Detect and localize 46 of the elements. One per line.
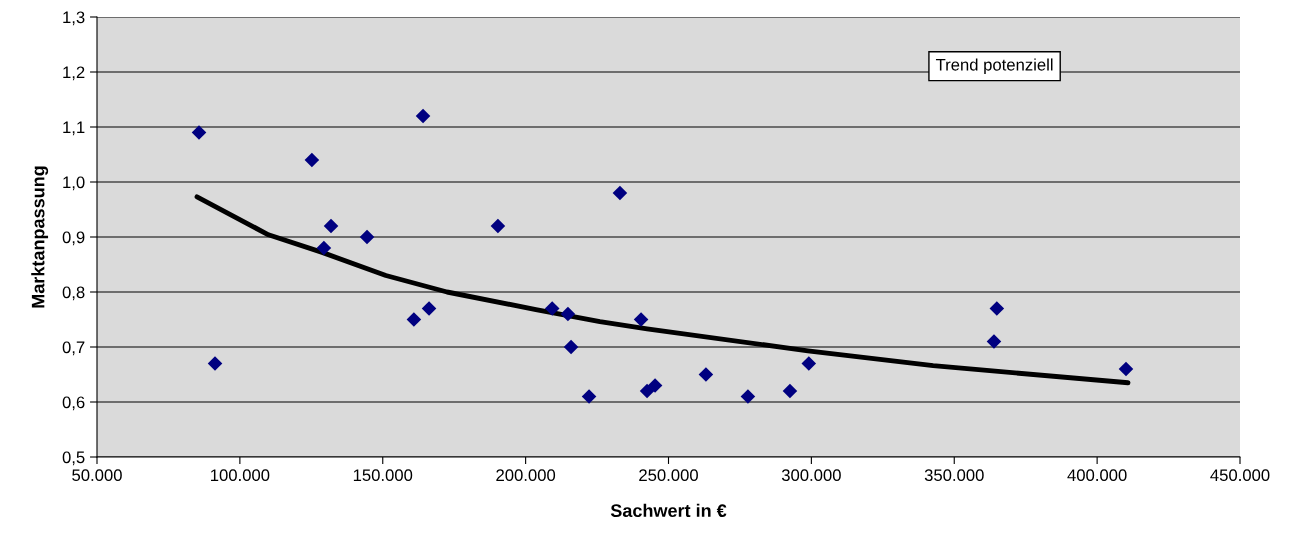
point: [490, 218, 506, 234]
y-tick-label: 1,0: [63, 176, 85, 191]
y-tick-label: 0,8: [62, 286, 85, 301]
x-tick-label: 250.000: [639, 469, 698, 482]
x-tick-label: 200.000: [496, 469, 556, 482]
point: [633, 312, 649, 327]
x-tick-label: 50.000: [72, 469, 122, 482]
y-tick-label: 1,2: [63, 66, 85, 81]
x-tick-label: 300.000: [781, 469, 841, 482]
point: [612, 185, 628, 201]
point: [563, 339, 579, 355]
point: [782, 383, 798, 399]
x-tick-label: 150.000: [353, 469, 413, 482]
point: [581, 389, 597, 404]
y-tick-label: 0,9: [62, 231, 85, 246]
point: [698, 367, 714, 382]
point: [323, 218, 339, 234]
y-tick-label: 0,6: [62, 396, 85, 411]
x-tick-label: 100.000: [211, 469, 270, 482]
point: [304, 152, 320, 168]
y-axis-title: Marktanpassung: [31, 166, 49, 308]
x-tick-label: 450.000: [1210, 469, 1270, 482]
point: [740, 389, 756, 404]
point: [560, 306, 576, 322]
point: [316, 240, 332, 256]
point: [207, 356, 223, 371]
y-tick-label: 0,5: [62, 451, 85, 466]
point: [191, 125, 207, 140]
point: [406, 312, 422, 327]
point: [544, 301, 560, 316]
point: [986, 334, 1002, 349]
point: [989, 301, 1005, 316]
point: [359, 229, 375, 245]
point: [647, 378, 663, 393]
point: [801, 356, 817, 371]
y-tick-label: 0,7: [62, 341, 85, 356]
x-tick-label: 400.000: [1067, 469, 1127, 482]
x-axis-title: Sachwert in €: [610, 503, 727, 518]
point: [1118, 361, 1134, 377]
x-tick-label: 350.000: [924, 469, 984, 482]
text: Trend potenziell: [935, 58, 1053, 74]
point: [639, 383, 655, 399]
y-tick-label: 1,3: [63, 11, 85, 26]
point: [415, 108, 431, 124]
point: [421, 301, 437, 316]
y-tick-label: 1,1: [63, 121, 85, 136]
